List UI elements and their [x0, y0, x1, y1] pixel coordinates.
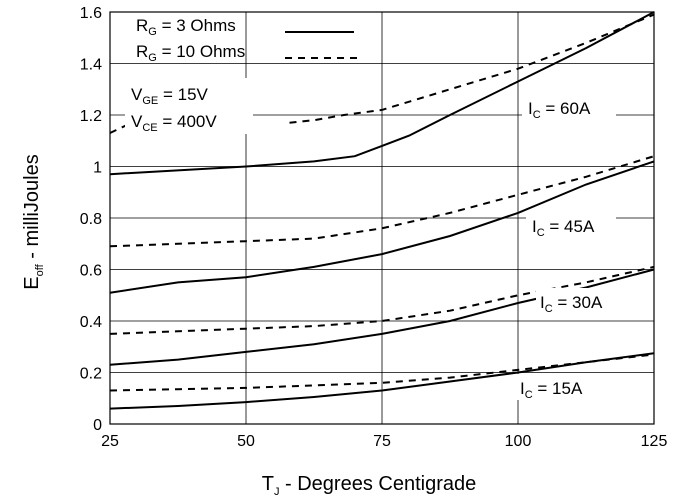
series-45A-solid-3 — [109, 160, 655, 294]
series-60A-dashed-2 — [289, 13, 655, 124]
curve-label-30a-bg — [536, 288, 618, 314]
x-tick-label-3: 100 — [505, 433, 532, 450]
y-tick-label-5: 1 — [93, 160, 102, 177]
curve-label-15a: IC = 15A — [520, 379, 583, 401]
curve-label-45a: IC = 45A — [532, 217, 595, 239]
x-axis-title: TJ - Degrees Centigrade — [262, 473, 477, 498]
curve-label-15a-bg — [514, 374, 618, 400]
y-axis-title: Eoff - milliJoules — [21, 154, 46, 289]
series-15A-solid-7 — [109, 352, 655, 410]
x-tick-labels: 25 50 75 100 125 — [101, 433, 667, 450]
x-tick-label-1: 50 — [237, 433, 255, 450]
legend-entry-0: RG = 3 Ohms — [136, 16, 236, 38]
y-tick-label-1: 0.2 — [80, 366, 102, 383]
y-tick-label-2: 0.4 — [80, 314, 102, 331]
plot-frame — [109, 11, 655, 425]
curve-label-60a-bg — [522, 94, 616, 120]
y-tick-label-8: 1.6 — [80, 5, 102, 22]
curve-label-45a-bg — [526, 212, 616, 238]
y-tick-labels: 0 0.2 0.4 0.6 0.8 1 1.2 1.4 1.6 — [80, 5, 102, 434]
y-tick-label-6: 1.2 — [80, 108, 102, 125]
y-tick-label-3: 0.6 — [80, 263, 102, 280]
conditions: VGE = 15V VCE = 400V — [125, 78, 253, 134]
conditions-background — [125, 78, 253, 134]
legend: RG = 3 Ohms RG = 10 Ohms — [136, 16, 360, 64]
y-tick-label-7: 1.4 — [80, 57, 102, 74]
condition-vge: VGE = 15V — [131, 85, 209, 107]
y-tick-label-4: 0.8 — [80, 211, 102, 228]
y-tick-label-0: 0 — [93, 417, 102, 434]
x-tick-label-2: 75 — [373, 433, 391, 450]
curve-label-30a: IC = 30A — [540, 293, 603, 315]
curve-label-60a: IC = 60A — [528, 99, 591, 121]
x-tick-label-0: 25 — [101, 433, 119, 450]
series-45A-dashed-4 — [109, 155, 655, 248]
curve-labels: IC = 60A IC = 45A IC = 30A IC = 15A — [514, 94, 618, 401]
series-30A-dashed-6 — [109, 265, 655, 335]
condition-vce: VCE = 400V — [131, 112, 217, 134]
x-tick-label-4: 125 — [641, 433, 668, 450]
series-60A-solid-0 — [109, 11, 655, 176]
legend-entry-1: RG = 10 Ohms — [136, 42, 245, 64]
